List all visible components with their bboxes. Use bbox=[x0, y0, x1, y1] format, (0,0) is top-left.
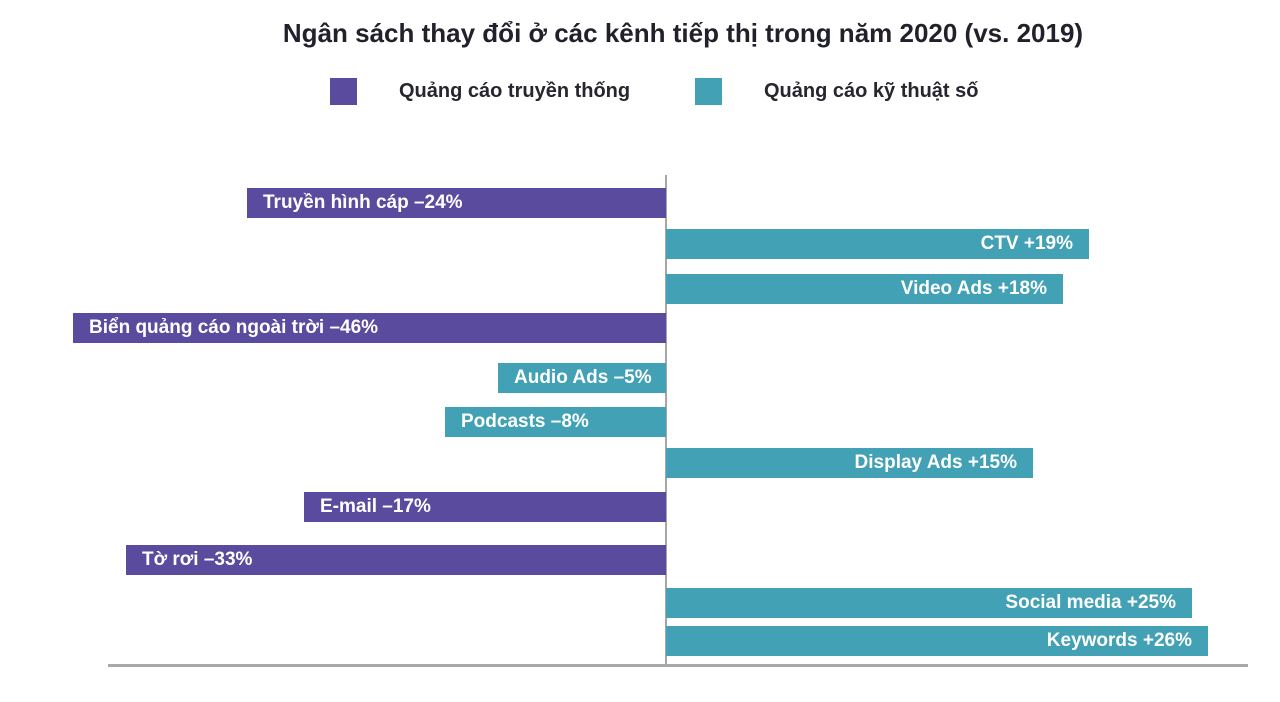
bar-keywords: Keywords +26% bbox=[666, 626, 1208, 656]
bar-billboard: Biển quảng cáo ngoài trời –46% bbox=[73, 313, 666, 343]
legend-item-digital: Quảng cáo kỹ thuật số bbox=[695, 78, 978, 105]
bar-video-ads: Video Ads +18% bbox=[666, 274, 1063, 304]
legend-label-traditional: Quảng cáo truyền thống bbox=[399, 80, 631, 102]
bar-audio-ads: Audio Ads –5% bbox=[498, 363, 666, 393]
bar-ctv: CTV +19% bbox=[666, 229, 1089, 259]
chart-title: Ngân sách thay đổi ở các kênh tiếp thị t… bbox=[282, 18, 1084, 48]
bar-display-ads: Display Ads +15% bbox=[666, 448, 1033, 478]
bar-email: E-mail –17% bbox=[304, 492, 666, 522]
bar-social-media: Social media +25% bbox=[666, 588, 1192, 618]
bar-flyers: Tờ rơi –33% bbox=[126, 545, 666, 575]
x-axis-line bbox=[108, 664, 1248, 667]
bar-podcasts: Podcasts –8% bbox=[445, 407, 666, 437]
y-axis-line bbox=[665, 175, 667, 666]
legend-item-traditional: Quảng cáo truyền thống bbox=[330, 78, 630, 105]
legend-label-digital: Quảng cáo kỹ thuật số bbox=[764, 80, 979, 102]
legend-swatch-traditional-icon bbox=[330, 78, 357, 105]
bar-cable-tv: Truyền hình cáp –24% bbox=[247, 188, 666, 218]
legend-swatch-digital-icon bbox=[695, 78, 722, 105]
